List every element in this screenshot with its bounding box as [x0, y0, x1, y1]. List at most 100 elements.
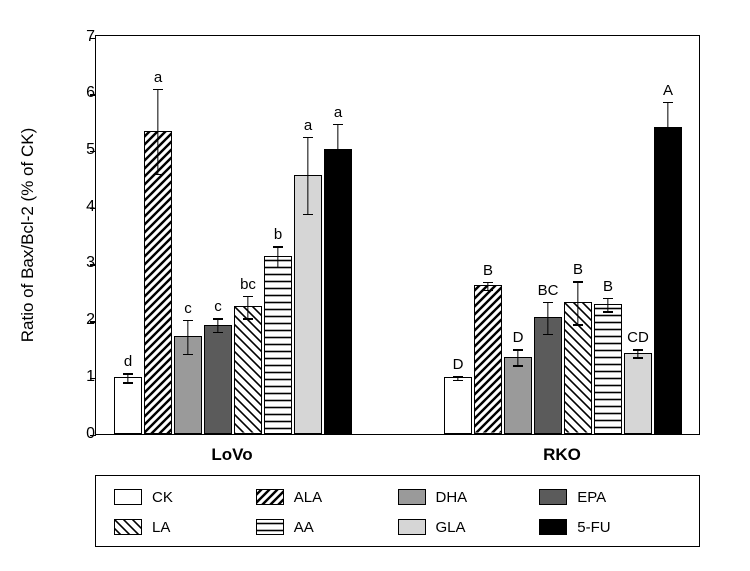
- significance-label: D: [453, 356, 464, 373]
- error-cap: [273, 246, 283, 247]
- error-bar: [247, 296, 248, 319]
- ytick-label: 7: [65, 28, 95, 46]
- error-cap: [153, 89, 163, 90]
- error-cap: [513, 365, 523, 366]
- error-bar: [607, 298, 608, 312]
- significance-label: D: [513, 329, 524, 346]
- bar: [114, 377, 142, 434]
- legend-swatch: [539, 489, 567, 505]
- legend-swatch: [256, 489, 284, 505]
- error-cap: [453, 380, 463, 381]
- legend-swatch: [398, 489, 426, 505]
- error-bar: [547, 302, 548, 334]
- error-cap: [183, 354, 193, 355]
- bar: [594, 304, 622, 434]
- legend-item: DHA: [398, 482, 540, 512]
- bar: [204, 325, 232, 434]
- error-bar: [157, 89, 158, 174]
- y-axis-label: Ratio of Bax/Bcl-2 (% of CK): [18, 128, 38, 342]
- error-cap: [303, 137, 313, 138]
- bar: [624, 353, 652, 434]
- bar: [324, 149, 352, 434]
- error-cap: [213, 318, 223, 319]
- legend-label: LA: [152, 519, 170, 536]
- significance-label: c: [214, 298, 222, 315]
- error-cap: [633, 357, 643, 358]
- error-cap: [603, 298, 613, 299]
- plot-area: daccbcbaaDBDBCBBCDA: [95, 35, 700, 435]
- group-label: LoVo: [211, 445, 252, 465]
- error-cap: [663, 102, 673, 103]
- bar: [654, 127, 682, 434]
- significance-label: a: [154, 69, 162, 86]
- legend-label: DHA: [436, 489, 468, 506]
- ytick-label: 1: [65, 368, 95, 386]
- error-cap: [633, 349, 643, 350]
- error-cap: [123, 382, 133, 383]
- legend-label: ALA: [294, 489, 322, 506]
- legend-label: EPA: [577, 489, 606, 506]
- significance-label: B: [573, 261, 583, 278]
- error-cap: [543, 334, 553, 335]
- bar: [264, 256, 292, 434]
- ytick-label: 2: [65, 311, 95, 329]
- significance-label: B: [603, 278, 613, 295]
- legend-item: ALA: [256, 482, 398, 512]
- bar: [234, 306, 262, 434]
- legend-item: LA: [114, 512, 256, 542]
- legend-swatch: [256, 519, 284, 535]
- error-bar: [217, 318, 218, 332]
- error-bar: [667, 102, 668, 153]
- legend-swatch: [114, 489, 142, 505]
- ytick-label: 3: [65, 254, 95, 272]
- error-cap: [483, 282, 493, 283]
- significance-label: c: [184, 300, 192, 317]
- bar-chart: Ratio of Bax/Bcl-2 (% of CK) daccbcbaaDB…: [20, 20, 730, 551]
- legend-item: GLA: [398, 512, 540, 542]
- error-cap: [573, 281, 583, 282]
- error-cap: [603, 311, 613, 312]
- ytick-label: 0: [65, 425, 95, 443]
- significance-label: BC: [538, 282, 559, 299]
- error-cap: [483, 290, 493, 291]
- error-bar: [337, 124, 338, 176]
- significance-label: a: [304, 117, 312, 134]
- significance-label: d: [124, 353, 132, 370]
- error-cap: [333, 124, 343, 125]
- error-cap: [543, 302, 553, 303]
- bar: [144, 131, 172, 434]
- error-cap: [183, 320, 193, 321]
- group-label: RKO: [543, 445, 581, 465]
- legend-item: 5-FU: [539, 512, 681, 542]
- bar: [444, 377, 472, 434]
- legend-item: CK: [114, 482, 256, 512]
- error-cap: [663, 153, 673, 154]
- legend-item: AA: [256, 512, 398, 542]
- error-cap: [273, 267, 283, 268]
- legend-swatch: [398, 519, 426, 535]
- legend-label: 5-FU: [577, 519, 610, 536]
- legend: CK ALA DHA EPA LA AA GLA 5-FU: [95, 475, 700, 547]
- error-cap: [243, 318, 253, 319]
- significance-label: bc: [240, 276, 256, 293]
- error-cap: [573, 324, 583, 325]
- legend-item: EPA: [539, 482, 681, 512]
- error-cap: [123, 373, 133, 374]
- legend-label: CK: [152, 489, 173, 506]
- significance-label: A: [663, 82, 673, 99]
- error-bar: [517, 349, 518, 365]
- ytick-label: 4: [65, 198, 95, 216]
- legend-swatch: [114, 519, 142, 535]
- error-bar: [277, 246, 278, 266]
- error-bar: [127, 373, 128, 382]
- significance-label: a: [334, 104, 342, 121]
- legend-label: AA: [294, 519, 314, 536]
- error-cap: [213, 332, 223, 333]
- error-cap: [453, 376, 463, 377]
- significance-label: CD: [627, 329, 649, 346]
- ytick-label: 5: [65, 141, 95, 159]
- legend-label: GLA: [436, 519, 466, 536]
- error-cap: [513, 349, 523, 350]
- legend-swatch: [539, 519, 567, 535]
- error-bar: [307, 137, 308, 214]
